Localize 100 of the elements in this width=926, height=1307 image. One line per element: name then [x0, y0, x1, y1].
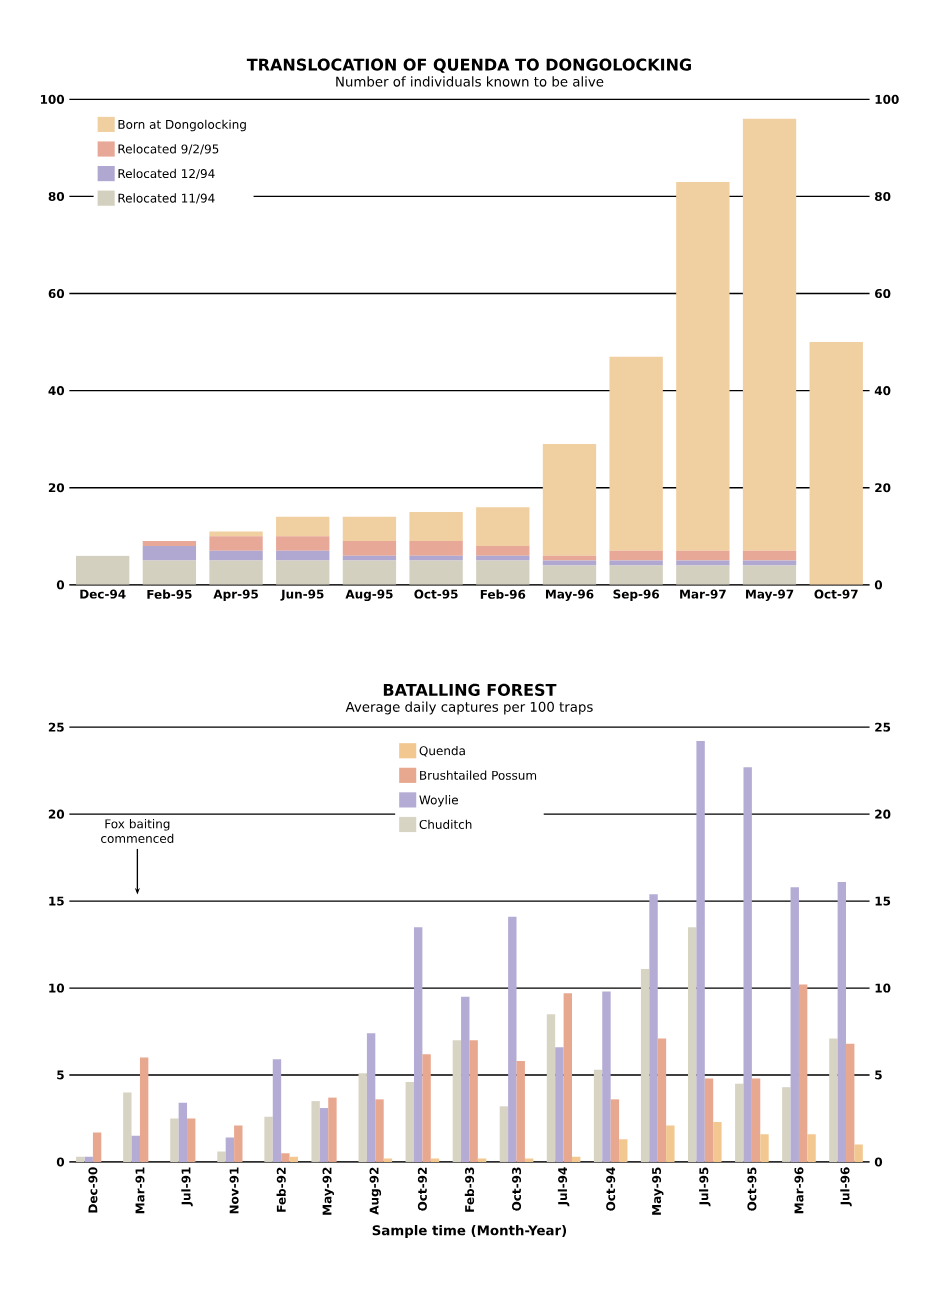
x-tick-label: Feb-92 — [276, 1167, 287, 1212]
chart-title: BATALLING FOREST — [384, 683, 557, 696]
bar — [743, 565, 797, 585]
x-tick-label: Oct-97 — [814, 589, 858, 599]
y-tick-label: 25 — [49, 722, 65, 732]
bar — [846, 1043, 855, 1162]
bar — [209, 560, 263, 585]
bar — [696, 741, 706, 1162]
x-tick-label: Oct-93 — [512, 1167, 522, 1211]
legend-label: Brushtailed Possum — [420, 770, 537, 780]
x-tick-label: Feb-93 — [465, 1167, 475, 1212]
bar — [555, 1047, 564, 1162]
bar — [594, 1069, 603, 1162]
bar — [187, 1118, 196, 1162]
bar — [807, 1134, 816, 1162]
bar — [409, 560, 463, 585]
bar — [705, 1078, 714, 1162]
chart-subtitle: Average daily captures per 100 traps — [345, 701, 593, 715]
bar — [676, 550, 730, 561]
bar — [342, 555, 397, 561]
bar — [476, 507, 530, 546]
bar — [666, 1125, 675, 1162]
bar — [342, 560, 397, 585]
bar — [76, 555, 130, 585]
x-tick-label: Dec-94 — [80, 589, 126, 599]
x-tick-label: Jun-95 — [280, 589, 324, 601]
bar — [760, 1134, 769, 1162]
x-tick-label: Sep-96 — [613, 589, 660, 601]
y-tick-label: 15 — [49, 896, 65, 906]
bar — [610, 1099, 620, 1162]
x-tick-label: Apr-95 — [213, 589, 259, 601]
bar — [276, 516, 330, 537]
y-tick-label: 0 — [57, 580, 65, 590]
bar — [809, 342, 864, 585]
x-tick-label: Jul-91 — [181, 1167, 194, 1207]
x-tick-label: Oct-92 — [418, 1167, 428, 1211]
bar — [311, 1101, 321, 1162]
bar — [782, 1087, 791, 1162]
y-tick-label: 10 — [49, 983, 65, 993]
bar — [735, 1083, 744, 1162]
x-tick-label: Mar-91 — [135, 1167, 145, 1214]
bar — [84, 1156, 94, 1162]
bar — [572, 1156, 581, 1162]
bar — [409, 555, 463, 561]
bar — [93, 1132, 102, 1162]
y2-tick-label: 15 — [875, 896, 891, 906]
y2-tick-label: 10 — [875, 983, 891, 993]
bar — [142, 560, 197, 585]
bar — [476, 545, 530, 556]
x-tick-label: Oct-94 — [606, 1167, 616, 1211]
bar — [276, 536, 330, 551]
y2-tick-label: 20 — [875, 809, 891, 819]
y-tick-label: 20 — [49, 483, 65, 493]
x-axis-title: Sample time (Month-Year) — [372, 1225, 567, 1238]
bar — [743, 767, 753, 1162]
bar — [676, 565, 730, 585]
bar — [209, 531, 263, 537]
bar — [476, 560, 530, 585]
bar — [649, 894, 658, 1162]
bar — [676, 181, 730, 551]
bar — [358, 1073, 368, 1162]
bar — [414, 927, 423, 1162]
bar — [476, 555, 530, 561]
bar — [543, 444, 597, 556]
x-tick-label: Dec-90 — [88, 1167, 98, 1213]
y2-tick-label: 0 — [875, 1157, 883, 1167]
bar — [743, 118, 797, 551]
bar — [276, 560, 330, 585]
bar — [281, 1153, 290, 1162]
x-tick-label: Oct-95 — [747, 1167, 757, 1211]
y-tick-label: 0 — [57, 1157, 65, 1167]
annotation: Fox baiting commenced — [101, 819, 174, 843]
x-tick-label: Mar-97 — [680, 589, 726, 599]
bar — [478, 1158, 487, 1162]
x-tick-label: Oct-95 — [414, 589, 458, 599]
bar — [375, 1099, 384, 1162]
bar — [619, 1139, 628, 1162]
bar — [367, 1033, 376, 1162]
y2-tick-label: 100 — [875, 94, 899, 104]
x-tick-label: May-95 — [652, 1167, 664, 1215]
bar — [170, 1118, 179, 1162]
bar — [209, 536, 263, 551]
x-tick-label: Jul-95 — [699, 1167, 711, 1207]
x-tick-label: Mar-96 — [794, 1167, 804, 1214]
bar — [234, 1125, 243, 1162]
y2-tick-label: 60 — [875, 288, 891, 299]
x-tick-label: Aug-95 — [345, 589, 393, 602]
x-tick-label: May-92 — [322, 1167, 335, 1215]
bar — [342, 516, 397, 542]
y-tick-label: 5 — [57, 1070, 65, 1080]
x-tick-label: Aug-92 — [369, 1167, 382, 1215]
bar — [508, 916, 517, 1162]
bar — [563, 993, 573, 1162]
bar — [543, 555, 597, 561]
bar — [688, 927, 697, 1162]
bar — [123, 1092, 132, 1162]
bar — [142, 541, 197, 546]
x-tick-label: Jul-94 — [558, 1167, 570, 1207]
bar — [657, 1038, 667, 1162]
bar — [799, 984, 808, 1162]
